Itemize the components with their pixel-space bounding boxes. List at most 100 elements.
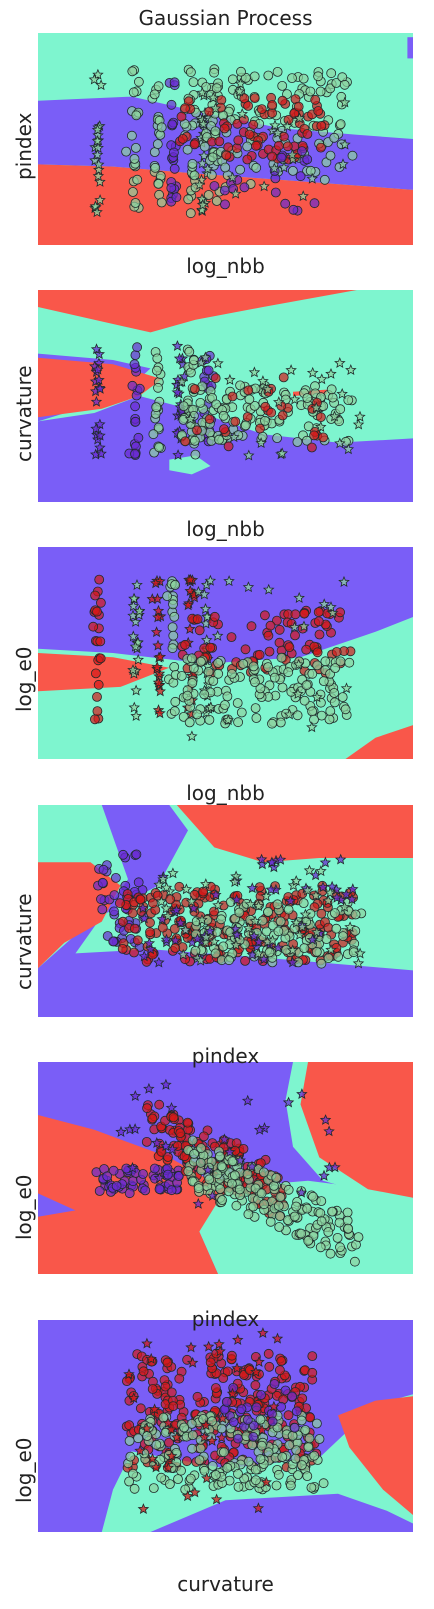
point-star-green (130, 684, 142, 696)
point-circle-green (185, 208, 196, 219)
point-star-green (196, 198, 209, 210)
point-star-green (257, 375, 269, 387)
point-star-green (339, 138, 351, 150)
point-circle-green (130, 142, 141, 153)
point-circle-green (305, 86, 316, 97)
point-star-green (223, 575, 235, 587)
point-circle-green (207, 1461, 218, 1471)
point-circle-green (193, 1183, 204, 1194)
point-star-green (93, 158, 105, 170)
point-circle-green (162, 591, 173, 601)
point-circle-green (330, 663, 341, 673)
point-circle-green (178, 401, 189, 412)
point-circle-green (126, 130, 137, 141)
point-circle-red (145, 927, 155, 938)
point-circle-green (301, 435, 312, 446)
point-circle-green (257, 915, 268, 926)
point-circle-red (138, 1366, 149, 1377)
point-circle-purple (221, 1397, 232, 1407)
point-circle-green (128, 87, 139, 98)
point-circle-green (316, 710, 327, 721)
panel-2-xlabel: log_nbb (186, 517, 265, 541)
point-circle-green (131, 110, 142, 121)
point-circle-green (218, 1447, 229, 1458)
point-circle-green (195, 1157, 206, 1168)
point-circle-green (233, 1482, 244, 1492)
point-circle-purple (173, 1171, 184, 1181)
point-star-green (252, 900, 265, 912)
point-circle-red (205, 642, 216, 653)
point-star-green (318, 598, 331, 610)
point-circle-green (208, 676, 219, 686)
point-circle-green (168, 599, 178, 610)
point-circle-purple (220, 199, 230, 210)
point-circle-green (189, 435, 200, 446)
point-circle-green (349, 1256, 360, 1267)
point-star-purple (95, 447, 107, 459)
point-circle-green (250, 703, 261, 713)
point-star-green (293, 112, 306, 124)
point-circle-green (185, 67, 196, 78)
point-circle-green (321, 934, 332, 944)
point-star-green (344, 921, 356, 933)
point-circle-purple (288, 204, 299, 215)
point-circle-green (323, 1227, 334, 1237)
point-circle-green (222, 1462, 233, 1473)
point-star-green (248, 366, 261, 378)
point-star-green (278, 161, 290, 173)
point-circle-green (296, 1460, 307, 1470)
point-star-green (315, 421, 327, 432)
point-circle-green (285, 1480, 296, 1491)
point-star-red (257, 1327, 269, 1339)
point-circle-green (337, 692, 348, 702)
point-circle-green (299, 695, 310, 706)
point-circle-red (313, 607, 324, 617)
point-circle-green (185, 1473, 196, 1484)
point-circle-red (90, 590, 100, 601)
point-star-green (94, 194, 106, 206)
point-circle-green (344, 657, 355, 668)
point-circle-red (244, 129, 255, 140)
point-circle-green (302, 1203, 313, 1214)
point-circle-purple (256, 1390, 267, 1400)
point-star-purple (172, 449, 184, 461)
point-star-purple (286, 956, 299, 968)
point-star-red (128, 1392, 140, 1404)
point-circle-red (168, 1112, 179, 1123)
point-circle-green (195, 1443, 206, 1454)
point-star-green (342, 443, 355, 455)
point-circle-red (307, 1351, 318, 1361)
point-star-green (306, 172, 318, 184)
point-star-purple (282, 1096, 295, 1108)
point-circle-red (189, 139, 200, 150)
point-circle-green (273, 1201, 284, 1211)
point-circle-red (96, 597, 106, 608)
point-star-green (303, 864, 316, 876)
point-star-purple (347, 883, 359, 895)
point-circle-purple (98, 864, 109, 875)
point-circle-purple (111, 873, 121, 883)
point-circle-red (230, 416, 241, 427)
point-circle-red (273, 140, 284, 151)
point-star-purple (319, 856, 332, 868)
point-star-green (160, 902, 172, 914)
point-circle-green (309, 1450, 320, 1461)
point-star-green (230, 939, 242, 951)
point-star-green (290, 875, 302, 886)
point-star-red (154, 685, 166, 697)
point-circle-green (182, 690, 193, 701)
point-circle-green (215, 1184, 226, 1194)
point-star-green (229, 876, 241, 887)
point-star-purple (169, 934, 182, 946)
point-star-purple (129, 1123, 141, 1135)
point-circle-green (277, 81, 288, 91)
point-circle-purple (118, 849, 128, 860)
point-star-green (271, 127, 284, 139)
point-circle-green (329, 688, 340, 698)
point-star-green (209, 102, 222, 114)
point-circle-red (132, 935, 143, 946)
point-circle-green (187, 1430, 198, 1441)
point-circle-green (233, 1469, 243, 1479)
point-circle-green (273, 926, 284, 937)
panel-6-xlabel: curvature (177, 1572, 274, 1596)
